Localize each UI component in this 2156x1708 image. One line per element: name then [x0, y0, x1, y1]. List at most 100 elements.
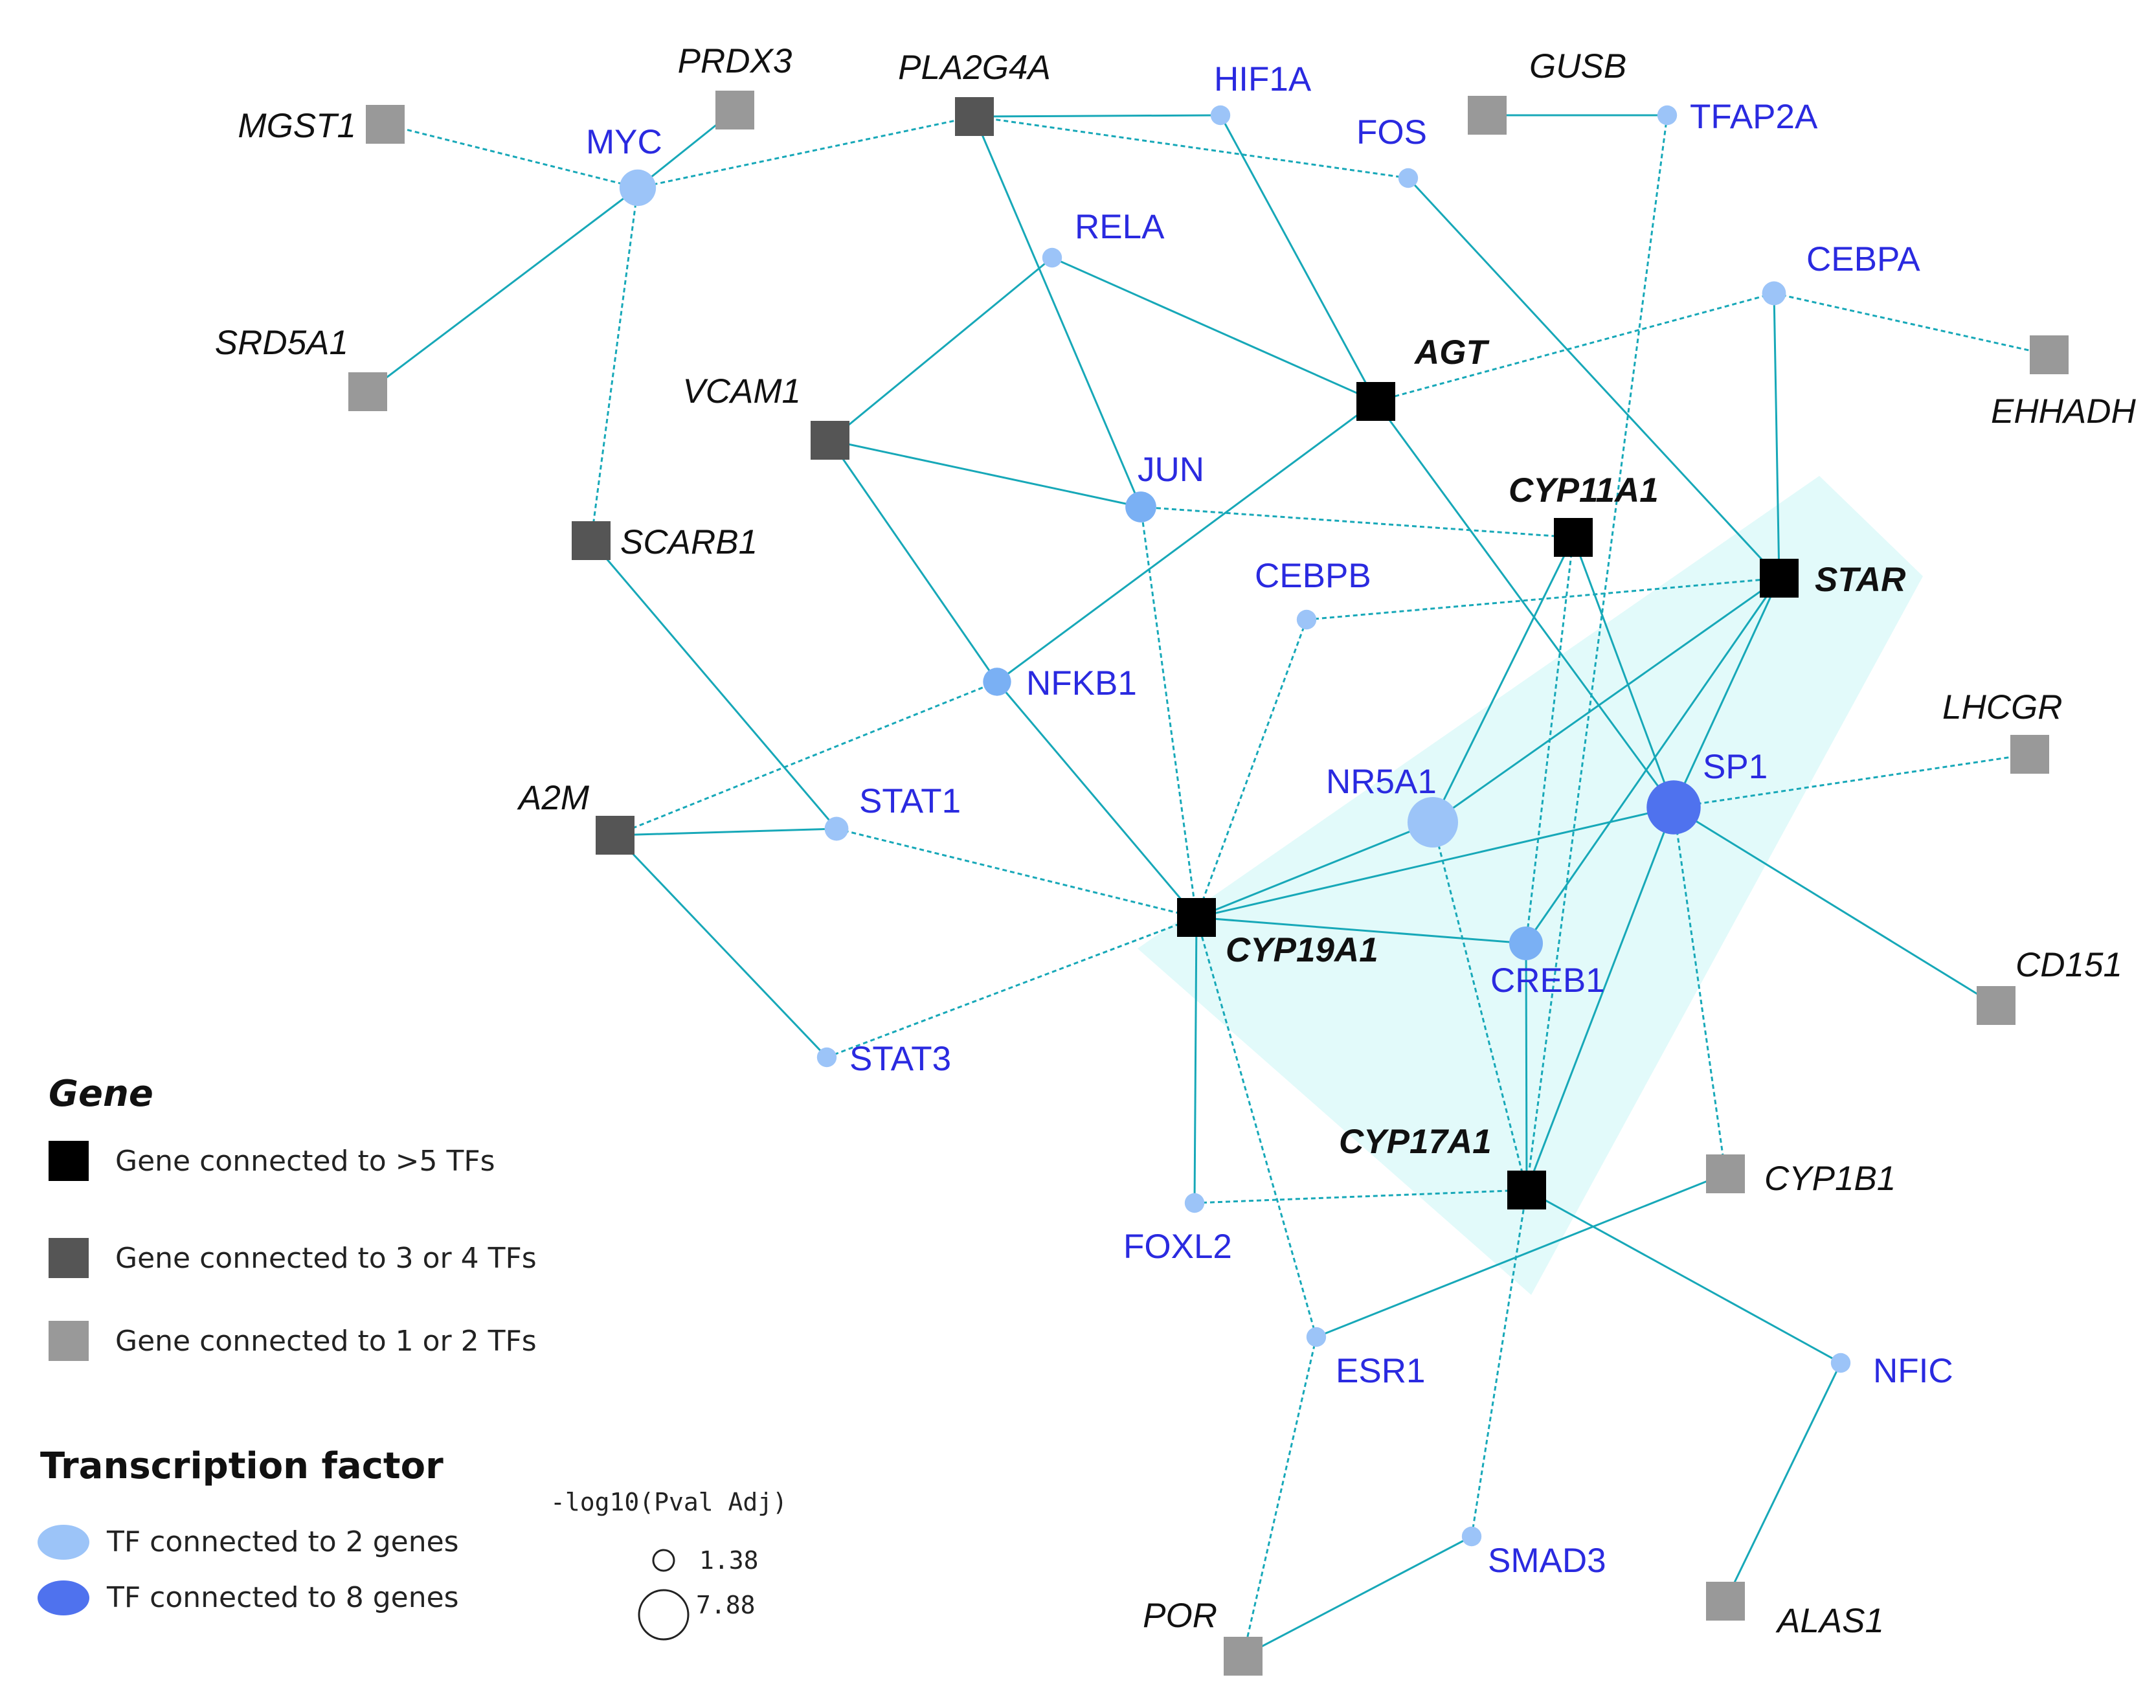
tf-node-nr5a1[interactable]: NR5A1: [1326, 763, 1459, 848]
edge-nr5a1-cyp11a1: [1432, 537, 1575, 823]
tf-node-smad3[interactable]: SMAD3: [1461, 1526, 1606, 1580]
gene-node-star[interactable]: STAR: [1760, 559, 1905, 599]
tf-node-myc[interactable]: MYC: [586, 123, 662, 207]
tf-circle-sp1: [1646, 780, 1701, 835]
tf-label-jun: JUN: [1138, 451, 1204, 489]
edge-smad3-cyp17a1: [1470, 1189, 1528, 1537]
gene-layer: MGST1 PRDX3 PLA2G4A GUSB SRD5A1 AGT EHHADH VCAM…: [215, 42, 2137, 1676]
gene-node-prdx3[interactable]: PRDX3: [678, 42, 792, 129]
edge-sp1-cd151: [1673, 806, 1997, 1007]
tf-label-myc: MYC: [586, 123, 662, 161]
gene-node-alas1[interactable]: ALAS1: [1706, 1582, 1884, 1640]
tf-label-nfkb1: NFKB1: [1026, 664, 1137, 702]
tf-node-stat1[interactable]: STAT1: [824, 782, 961, 841]
edge-sp1-cyp19a1: [1196, 806, 1674, 919]
tf-node-esr1[interactable]: ESR1: [1306, 1327, 1426, 1390]
tf-circle-jun: [1125, 491, 1156, 523]
edge-esr1-cyp19a1: [1195, 917, 1318, 1338]
tf-circle-cebpa: [1762, 281, 1786, 306]
legend-gene-mid-swatch: [49, 1238, 89, 1278]
tf-node-jun[interactable]: JUN: [1125, 451, 1204, 523]
gene-node-scarb1[interactable]: SCARB1: [572, 521, 758, 561]
gene-node-cyp11a1[interactable]: CYP11A1: [1509, 471, 1659, 557]
tf-circle-cebpb: [1296, 609, 1317, 630]
tf-node-tfap2a[interactable]: TFAP2A: [1657, 98, 1818, 136]
gene-square-ehhadh: [2030, 335, 2069, 374]
tf-node-foxl2[interactable]: FOXL2: [1123, 1193, 1232, 1266]
gene-label-cyp17a1: CYP17A1: [1339, 1123, 1492, 1161]
edge-nfkb1-a2m: [614, 680, 998, 837]
edge-creb1-cyp11a1: [1525, 537, 1575, 944]
tf-label-cebpb: CEBPB: [1255, 557, 1371, 595]
tf-label-nfic: NFIC: [1873, 1352, 1953, 1390]
tf-node-nfic[interactable]: NFIC: [1830, 1352, 1953, 1390]
tf-circle-stat1: [824, 816, 849, 841]
gene-square-pla2g4a: [955, 97, 994, 136]
gene-label-srd5a1: SRD5A1: [215, 324, 348, 362]
legend-gene-title: Gene: [49, 1073, 153, 1115]
tf-label-fos: FOS: [1356, 113, 1427, 152]
tf-node-stat3[interactable]: STAT3: [816, 1040, 951, 1078]
gene-node-cyp1b1[interactable]: CYP1B1: [1706, 1154, 1896, 1198]
gene-square-cd151: [1977, 986, 2016, 1025]
tf-node-sp1[interactable]: SP1: [1646, 748, 1768, 835]
tf-circle-nfic: [1830, 1353, 1851, 1373]
gene-square-cyp11a1: [1554, 518, 1593, 557]
edge-nfkb1-vcam1: [829, 440, 998, 682]
gene-node-mgst1[interactable]: MGST1: [238, 105, 405, 145]
edge-jun-vcam1: [829, 439, 1141, 508]
tf-circle-tfap2a: [1657, 105, 1678, 126]
tf-node-cebpa[interactable]: CEBPA: [1762, 240, 1921, 306]
tf-node-rela[interactable]: RELA: [1042, 208, 1165, 268]
tf-circle-foxl2: [1184, 1193, 1205, 1213]
edge-sp1-cyp17a1: [1525, 807, 1675, 1191]
gene-node-lhcgr[interactable]: LHCGR: [1942, 688, 2063, 774]
gene-label-vcam1: VCAM1: [682, 372, 801, 410]
tf-circle-smad3: [1461, 1526, 1482, 1547]
gene-node-gusb[interactable]: GUSB: [1468, 47, 1626, 135]
legend-size-large-label: 7.88: [696, 1591, 756, 1619]
edge-sp1-star: [1672, 578, 1780, 808]
gene-label-pla2g4a: PLA2G4A: [898, 49, 1051, 87]
gene-label-star: STAR: [1815, 561, 1905, 599]
tf-label-sp1: SP1: [1703, 748, 1768, 786]
tf-circle-myc: [619, 169, 657, 207]
legend-size-title: -log10(Pval Adj): [550, 1488, 787, 1516]
tf-node-hif1a[interactable]: HIF1A: [1210, 60, 1312, 126]
edge-esr1-cyp1b1: [1316, 1173, 1726, 1338]
edge-hif1a-pla2g4a: [974, 114, 1221, 118]
gene-node-srd5a1[interactable]: SRD5A1: [215, 324, 387, 411]
edge-stat3-cyp19a1: [826, 916, 1197, 1059]
gene-node-pla2g4a[interactable]: PLA2G4A: [898, 49, 1051, 136]
gene-square-gusb: [1468, 96, 1507, 135]
gene-node-a2m[interactable]: A2M: [517, 779, 634, 855]
gene-node-cyp19a1[interactable]: CYP19A1: [1177, 898, 1378, 969]
tf-node-fos[interactable]: FOS: [1356, 113, 1427, 188]
gene-label-alas1: ALAS1: [1775, 1602, 1884, 1640]
tf-circle-creb1: [1509, 926, 1544, 961]
tf-node-nfkb1[interactable]: NFKB1: [983, 664, 1137, 702]
gene-node-cd151[interactable]: CD151: [1977, 946, 2122, 1025]
legend-gene-mid-label: Gene connected to 3 or 4 TFs: [115, 1242, 537, 1275]
gene-label-cd151: CD151: [2016, 946, 2122, 984]
tf-node-creb1[interactable]: CREB1: [1490, 926, 1605, 1000]
tf-label-tfap2a: TFAP2A: [1690, 98, 1818, 136]
gene-label-cyp1b1: CYP1B1: [1764, 1160, 1896, 1198]
tf-label-foxl2: FOXL2: [1123, 1228, 1232, 1266]
tf-circle-hif1a: [1210, 105, 1231, 126]
gene-node-vcam1[interactable]: VCAM1: [682, 372, 849, 460]
steroidogenesis-cluster-hull: [1138, 476, 1923, 1295]
edge-nfic-cyp17a1: [1526, 1189, 1841, 1364]
tf-layer: MYC HIF1A FOS TFAP2A RELA CEBPA JUN CEBPB NFKB1 N…: [586, 60, 1953, 1580]
edge-sp1-cyp11a1: [1572, 537, 1675, 808]
tf-circle-esr1: [1306, 1327, 1327, 1347]
gene-node-agt[interactable]: AGT: [1356, 333, 1490, 421]
gene-node-por[interactable]: POR: [1143, 1597, 1263, 1676]
legend-gene-low-label: Gene connected to 1 or 2 TFs: [115, 1325, 537, 1358]
tf-node-cebpb[interactable]: CEBPB: [1255, 557, 1371, 630]
gene-node-ehhadh[interactable]: EHHADH: [1991, 335, 2137, 431]
gene-label-scarb1: SCARB1: [620, 523, 758, 561]
gene-node-cyp17a1[interactable]: CYP17A1: [1339, 1123, 1546, 1209]
edge-creb1-cyp17a1: [1525, 943, 1528, 1191]
